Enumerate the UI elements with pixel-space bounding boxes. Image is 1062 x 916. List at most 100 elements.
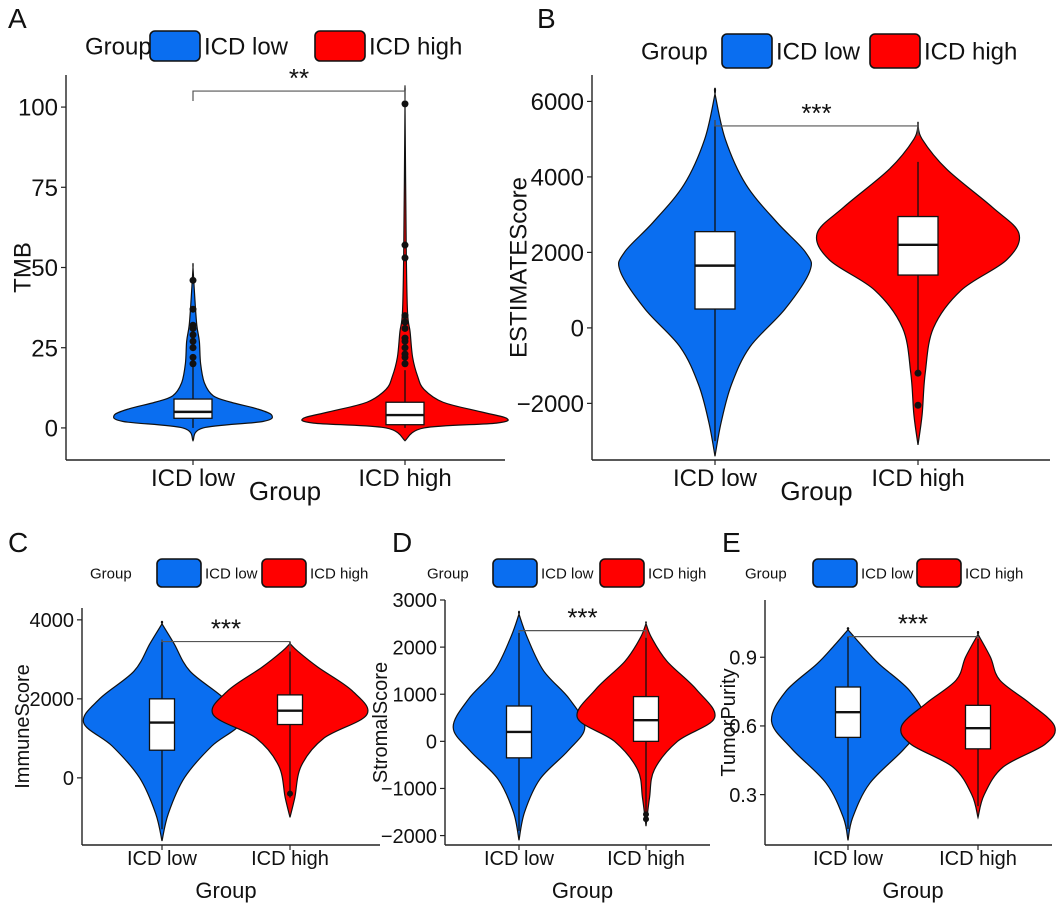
y-tick-label: 3000 xyxy=(393,590,438,612)
outlier-point xyxy=(401,360,409,368)
significance-bracket xyxy=(161,639,291,652)
legend-swatch-icd-high xyxy=(261,558,307,588)
legend-label: ICD high xyxy=(648,565,706,582)
box-icd-low xyxy=(148,698,176,751)
outlier-point xyxy=(401,334,409,342)
legend-label: ICD low xyxy=(776,39,861,66)
x-tick-label: ICD high xyxy=(358,465,451,492)
y-tick-label: 0 xyxy=(426,732,437,754)
y-tick-label: 0 xyxy=(571,316,584,343)
outlier-point xyxy=(189,344,197,352)
y-axis-label: TMB xyxy=(9,242,36,293)
x-tick-label: ICD low xyxy=(813,848,884,870)
panel-c: C Group ICD low ICD high 0 2000 4000 ImmuneScor… xyxy=(8,527,380,903)
violin-icd-low xyxy=(112,262,274,442)
y-tick-label: 6000 xyxy=(531,89,584,116)
legend-swatch-icd-low xyxy=(149,30,201,62)
outlier-point xyxy=(401,312,409,320)
violin-icd-high xyxy=(301,84,509,442)
legend-swatch-icd-high xyxy=(916,558,962,588)
legend-title: Group xyxy=(90,565,132,582)
significance-bracket xyxy=(192,90,406,102)
legend-label: ICD high xyxy=(924,39,1017,66)
panel-a: A Group ICD low ICD high 0 25 50 75 100 TMB ICD lo… xyxy=(8,3,509,506)
y-tick-label: 0 xyxy=(45,416,58,443)
outlier-point xyxy=(401,324,409,332)
significance-label: *** xyxy=(801,98,831,128)
x-tick-label: ICD high xyxy=(871,465,964,492)
outlier-point xyxy=(189,337,197,345)
legend-label: ICD low xyxy=(541,565,594,582)
y-tick-label: 2000 xyxy=(30,689,75,711)
legend-title: Group xyxy=(745,565,787,582)
y-tick-label: 100 xyxy=(18,95,58,122)
box-icd-low xyxy=(173,398,213,419)
y-tick-label: 50 xyxy=(31,255,58,282)
x-tick-label: ICD low xyxy=(484,848,555,870)
y-tick-label: 25 xyxy=(31,335,58,362)
panel-letter: D xyxy=(392,527,412,558)
panel-b: B Group ICD low ICD high −2000 0 2000 4000 6000 E… xyxy=(505,3,1050,506)
x-tick-label: ICD low xyxy=(127,848,198,870)
panel-letter: A xyxy=(8,3,27,34)
outlier-point xyxy=(189,353,197,361)
outlier-point xyxy=(189,276,197,284)
outlier-point xyxy=(914,401,922,409)
x-axis-label: Group xyxy=(249,476,321,506)
x-axis-label: Group xyxy=(195,878,256,903)
y-tick-label: 0 xyxy=(63,768,74,790)
legend-label: ICD high xyxy=(369,34,462,61)
legend-swatch-icd-high xyxy=(314,30,366,62)
x-axis-label: Group xyxy=(552,878,613,903)
x-tick-label: ICD high xyxy=(251,848,329,870)
y-tick-label: −2000 xyxy=(381,826,437,848)
legend-title: Group xyxy=(427,565,469,582)
y-tick-label: 0.6 xyxy=(729,716,757,738)
panel-letter: B xyxy=(537,3,556,34)
y-tick-label: 1000 xyxy=(393,684,438,706)
y-tick-label: 0.3 xyxy=(729,785,757,807)
legend-swatch-icd-low xyxy=(812,558,858,588)
significance-label: *** xyxy=(898,609,928,639)
y-tick-label: 2000 xyxy=(393,637,438,659)
legend-swatch-icd-low xyxy=(721,33,773,69)
outlier-point xyxy=(643,816,649,823)
outlier-point xyxy=(914,369,922,377)
outlier-point xyxy=(401,318,409,326)
y-tick-label: 4000 xyxy=(30,610,75,632)
legend-swatch-icd-high xyxy=(599,558,645,588)
outlier-point xyxy=(401,100,409,108)
significance-bracket xyxy=(848,636,979,639)
y-tick-label: 2000 xyxy=(531,240,584,267)
legend-label: ICD low xyxy=(205,565,258,582)
outlier-point xyxy=(401,254,409,262)
significance-bracket xyxy=(714,120,919,136)
legend-title: Group xyxy=(85,34,152,61)
legend-label: ICD high xyxy=(965,565,1023,582)
outlier-point xyxy=(401,241,409,249)
x-axis-label: Group xyxy=(780,476,852,506)
y-axis-label: TumorPurity xyxy=(718,668,740,776)
x-axis-label: Group xyxy=(882,878,943,903)
outlier-point xyxy=(401,350,409,358)
significance-label: ** xyxy=(289,63,309,93)
box-icd-high xyxy=(385,401,425,426)
y-tick-label: 0.9 xyxy=(729,647,757,669)
legend-label: ICD high xyxy=(310,565,368,582)
y-tick-label: −1000 xyxy=(381,779,437,801)
significance-label: *** xyxy=(211,614,241,644)
legend-label: ICD low xyxy=(204,34,289,61)
x-tick-label: ICD high xyxy=(939,848,1017,870)
outlier-point xyxy=(287,790,293,797)
legend-title: Group xyxy=(641,39,708,66)
outlier-point xyxy=(189,360,197,368)
box-icd-low xyxy=(694,230,736,310)
panel-letter: C xyxy=(8,527,28,558)
legend-swatch-icd-low xyxy=(492,558,538,588)
outlier-point xyxy=(643,811,649,818)
outlier-point xyxy=(189,305,197,313)
y-axis-label: StromalScore xyxy=(370,662,392,783)
